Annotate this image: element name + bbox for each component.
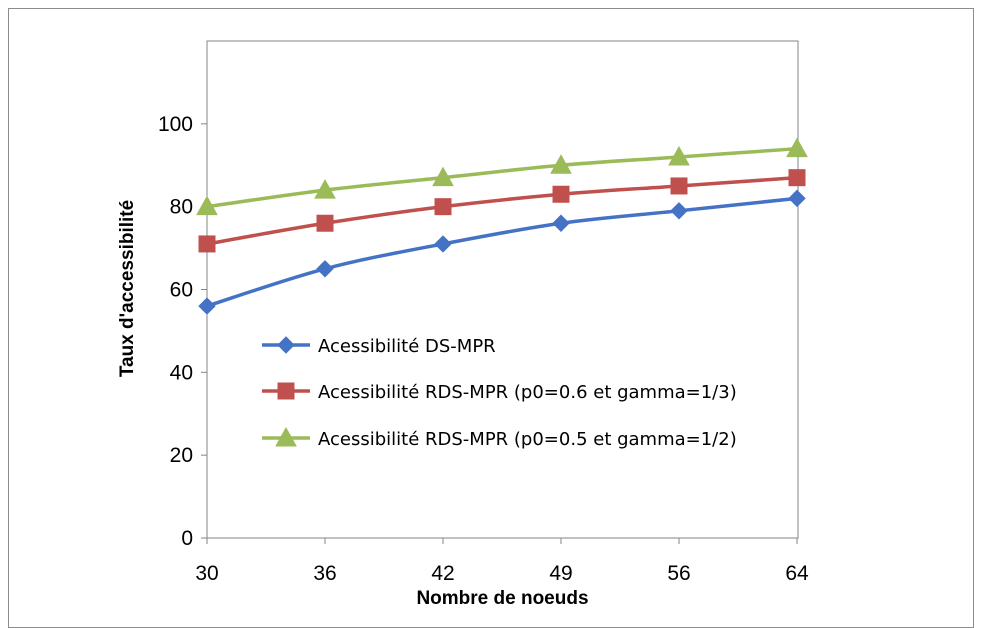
legend-marker [277, 382, 295, 400]
data-point [198, 235, 216, 253]
plot-area [206, 40, 799, 539]
data-point [788, 189, 806, 208]
data-point [552, 185, 570, 203]
series-3 [196, 137, 808, 216]
data-point [196, 195, 218, 216]
y-tick-label: 0 [181, 527, 193, 550]
y-tick-label: 40 [170, 361, 193, 384]
x-tick-label: 64 [785, 562, 809, 585]
legend-item: Acessibilité RDS-MPR (p0=0.6 et gamma=1/… [262, 382, 737, 403]
series-2 [198, 169, 806, 253]
y-tick-label: 100 [158, 113, 193, 136]
legend: Acessibilité DS-MPR Acessibilité RDS-MPR … [262, 336, 737, 450]
x-tick-label: 49 [549, 562, 572, 585]
series-1 [198, 189, 806, 315]
y-axis-title: Taux d'accessibilité [117, 200, 138, 377]
legend-marker [277, 336, 295, 354]
x-tick-label: 36 [313, 562, 336, 585]
data-point [316, 214, 334, 232]
x-tick-label: 56 [667, 562, 690, 585]
x-tick-label: 30 [195, 562, 218, 585]
data-point [314, 179, 336, 199]
legend-item: Acessibilité RDS-MPR (p0=0.5 et gamma=1/… [262, 426, 737, 450]
data-point [434, 198, 452, 216]
legend-label: Acessibilité RDS-MPR (p0=0.5 et gamma=1/… [318, 429, 737, 450]
data-point [432, 166, 454, 187]
series-line [206, 146, 798, 209]
data-point [550, 154, 572, 174]
data-point [668, 145, 690, 166]
legend-marker [275, 426, 297, 447]
data-point [670, 177, 688, 195]
y-axis-ticks: 0 20 40 60 80 100 [158, 113, 207, 550]
data-point [198, 297, 216, 315]
x-tick-label: 42 [431, 562, 454, 585]
series-layer [196, 137, 808, 315]
line-chart: 0 20 40 60 80 100 30 36 42 49 56 64 Acessibilité D… [117, 40, 809, 609]
data-point [434, 235, 452, 253]
data-point [552, 214, 570, 232]
plot-border [206, 40, 799, 539]
legend-label: Acessibilité RDS-MPR (p0=0.6 et gamma=1/… [318, 382, 737, 403]
y-tick-label: 60 [170, 279, 193, 302]
series-line [206, 196, 798, 308]
chart-frame [8, 8, 974, 628]
y-tick-label: 20 [170, 444, 193, 467]
data-point [788, 169, 806, 187]
y-tick-label: 80 [170, 196, 193, 219]
x-axis-ticks: 30 36 42 49 56 64 [195, 538, 809, 585]
x-axis-title: Nombre de noeuds [416, 588, 588, 609]
legend-label: Acessibilité DS-MPR [318, 336, 496, 357]
data-point [786, 137, 808, 158]
data-point [316, 260, 334, 278]
series-line [206, 175, 798, 246]
legend-item: Acessibilité DS-MPR [262, 336, 496, 357]
data-point [670, 202, 688, 220]
